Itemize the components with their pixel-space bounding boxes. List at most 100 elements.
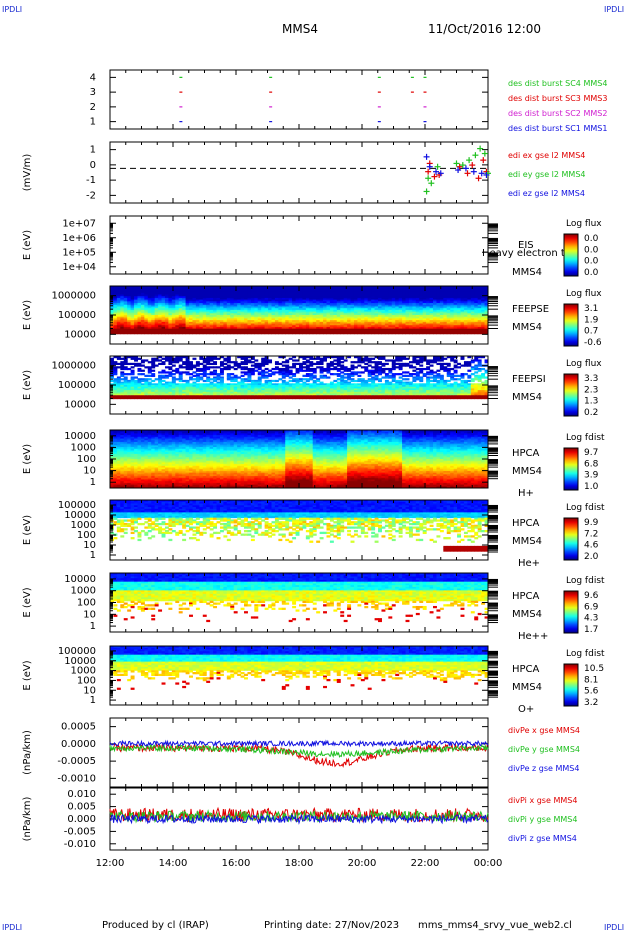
spectrogram-cell bbox=[168, 306, 173, 309]
spectrogram-cell bbox=[209, 294, 214, 297]
spectrogram-cell bbox=[299, 369, 303, 372]
colorbar-tick-label: 0.0 bbox=[584, 234, 599, 244]
spectrogram-cell bbox=[223, 332, 228, 335]
spectrogram-cell bbox=[168, 330, 173, 333]
spectrogram-cell bbox=[151, 320, 156, 323]
spectrogram-cell bbox=[161, 309, 166, 313]
spectrogram-cell bbox=[230, 373, 235, 376]
spectrogram-cell bbox=[137, 311, 142, 314]
spectrogram-cell bbox=[195, 308, 200, 311]
spectrogram-cell bbox=[250, 332, 255, 335]
spectrogram-cell bbox=[216, 297, 221, 301]
spectrogram-cell bbox=[261, 364, 266, 367]
spectrogram-cell bbox=[367, 332, 372, 335]
spectrogram-cell bbox=[209, 320, 214, 323]
spectrogram-cell bbox=[140, 309, 145, 313]
spectrogram-cell bbox=[250, 364, 255, 367]
spectrogram-cell bbox=[178, 328, 183, 331]
spectrogram-cell bbox=[199, 286, 204, 289]
spectrogram-cell bbox=[192, 374, 197, 377]
spectrogram-cell bbox=[130, 320, 135, 323]
spectrogram-cell bbox=[151, 303, 156, 306]
spectrogram-cell bbox=[120, 323, 125, 326]
spectrogram-cell bbox=[223, 301, 228, 304]
spectrogram-cell bbox=[391, 332, 396, 335]
spectrogram-cell bbox=[164, 315, 169, 318]
spectrogram-cell bbox=[364, 359, 369, 362]
spectrogram-cell bbox=[374, 371, 379, 374]
spectrogram-cell bbox=[202, 315, 207, 318]
spectrogram-cell bbox=[209, 326, 214, 330]
spectrogram-cell bbox=[137, 292, 142, 296]
spectrogram-cell bbox=[147, 316, 152, 319]
spectrogram-cell bbox=[209, 308, 214, 311]
spectrogram-cell bbox=[192, 330, 197, 333]
spectrogram-cell bbox=[151, 326, 156, 330]
spectrogram-cell bbox=[219, 303, 224, 306]
legend-entry: des dist burst SC2 MMS2 bbox=[508, 109, 607, 118]
spectrogram-cell bbox=[154, 286, 159, 289]
spectrogram-cell bbox=[213, 296, 218, 299]
spectrogram-cell bbox=[195, 326, 200, 330]
spectrogram-cell bbox=[158, 289, 163, 292]
spectrogram-cell bbox=[158, 325, 163, 328]
y-tick-label: -1 bbox=[86, 175, 96, 186]
spectrogram-cell bbox=[326, 332, 331, 335]
spectrogram-cell bbox=[268, 396, 273, 400]
spectrogram-cell bbox=[206, 311, 211, 314]
spectrogram-cell bbox=[274, 367, 279, 371]
spectrogram-cell bbox=[264, 332, 269, 335]
spectrogram-cell bbox=[213, 313, 218, 316]
spectrogram-cell bbox=[161, 311, 166, 314]
spectrogram-cell bbox=[398, 332, 403, 335]
spectrogram-cell bbox=[374, 396, 379, 400]
spectrogram-cell bbox=[147, 286, 152, 289]
spectrogram-cell bbox=[195, 315, 200, 318]
spectrogram-cell bbox=[219, 299, 224, 302]
spectrogram-cell bbox=[206, 304, 211, 307]
spectrogram-cell bbox=[137, 306, 142, 309]
spectrogram-cell bbox=[116, 296, 121, 299]
spectrogram-cell bbox=[120, 309, 125, 313]
spectrogram-cell bbox=[195, 291, 200, 294]
spectrogram-cell bbox=[213, 286, 218, 289]
spectrogram-cell bbox=[195, 316, 200, 319]
spectrogram-cell bbox=[381, 357, 386, 360]
spectrogram-cell bbox=[209, 303, 214, 306]
spectrogram-cell bbox=[226, 396, 231, 400]
spectrogram-cell bbox=[261, 332, 266, 335]
spectrogram-cell bbox=[185, 328, 190, 331]
spectrogram-cell bbox=[357, 361, 362, 364]
spectrogram-cell bbox=[250, 361, 255, 364]
spectrogram-cell bbox=[185, 325, 190, 328]
spectrogram-cell bbox=[116, 396, 121, 400]
spectrogram-cell bbox=[209, 289, 214, 292]
spectrogram-cell bbox=[140, 330, 145, 333]
spectrogram-cell bbox=[171, 320, 176, 323]
spectrogram-cell bbox=[168, 308, 173, 311]
spectrogram-cell bbox=[316, 357, 321, 360]
spectrogram-cell bbox=[199, 332, 204, 335]
spectrogram-cell bbox=[161, 321, 166, 325]
spectrogram-cell bbox=[219, 296, 224, 299]
spectrogram-cell bbox=[254, 366, 259, 369]
spectrogram-cell bbox=[178, 299, 183, 302]
spectrogram-cell bbox=[140, 318, 145, 321]
spectrogram-cell bbox=[209, 299, 214, 302]
spectrogram-cell bbox=[185, 296, 190, 299]
spectrogram-cell bbox=[182, 291, 187, 294]
spectrogram-cell bbox=[120, 292, 125, 296]
spectrogram-cell bbox=[137, 328, 142, 331]
spectrogram-cell bbox=[137, 364, 142, 367]
spectrogram-cell bbox=[161, 301, 166, 304]
spectrogram-cell bbox=[178, 320, 183, 323]
spectrogram-cell bbox=[206, 292, 211, 296]
spectrogram-cell bbox=[223, 291, 228, 294]
spectrogram-cell bbox=[195, 321, 200, 325]
spectrogram-cell bbox=[123, 313, 128, 316]
spectrogram-cell bbox=[295, 362, 300, 366]
spectrogram-cell bbox=[158, 396, 163, 400]
spectrogram-cell bbox=[168, 315, 173, 318]
spectrogram-cell bbox=[226, 297, 231, 301]
spectrogram-cell bbox=[202, 301, 207, 304]
